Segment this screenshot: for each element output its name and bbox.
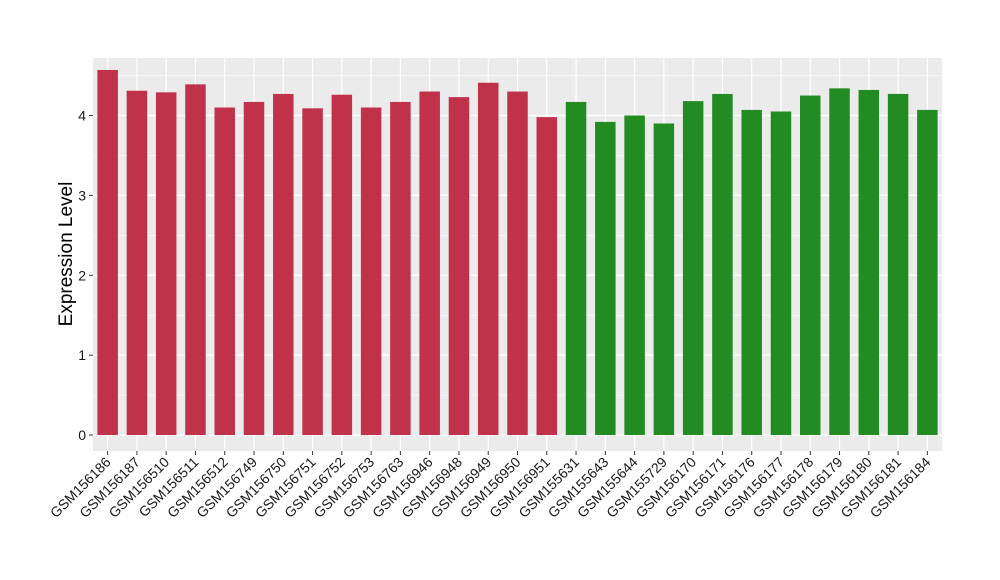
bar-GSM156950 [507, 91, 528, 436]
bars [97, 69, 938, 436]
bar-GSM156180 [858, 89, 880, 436]
bar-GSM156511 [185, 84, 206, 436]
bar-GSM156749 [243, 101, 265, 436]
bar-GSM156510 [155, 92, 177, 436]
bar-GSM156948 [448, 97, 470, 436]
bar-GSM156176 [741, 109, 762, 436]
bar-GSM156178 [800, 95, 821, 436]
bar-GSM156751 [302, 108, 323, 436]
bar-GSM156181 [887, 93, 909, 436]
bar-GSM156951 [536, 117, 558, 436]
y-axis-title: Expression Level [56, 182, 77, 327]
y-tick-label: 3 [78, 187, 86, 203]
bar-GSM156763 [390, 101, 411, 436]
bar-GSM155631 [565, 101, 587, 436]
bar-GSM155643 [595, 121, 616, 436]
y-tick-label: 2 [78, 267, 86, 283]
y-tick-label: 1 [78, 347, 86, 363]
bar-GSM156512 [214, 107, 235, 436]
bar-GSM156753 [360, 107, 382, 436]
bar-GSM156949 [477, 82, 499, 436]
bar-GSM156186 [97, 69, 118, 436]
bar-GSM156184 [917, 109, 938, 436]
bar-GSM156946 [419, 91, 440, 436]
bar-GSM156179 [829, 88, 850, 436]
bar-GSM155729 [653, 123, 675, 436]
bar-GSM155644 [624, 115, 645, 436]
bar-GSM156752 [331, 94, 353, 436]
bar-GSM156177 [770, 111, 792, 436]
bar-GSM156187 [126, 90, 148, 436]
bar-GSM156170 [682, 101, 704, 436]
y-axis-ticks: 0 1 2 3 4 [78, 108, 93, 443]
bar-GSM156171 [712, 93, 733, 436]
x-axis-ticks: GSM156186GSM156187GSM156510GSM156511GSM1… [47, 451, 934, 521]
bar-GSM156750 [273, 93, 294, 436]
y-tick-label: 4 [78, 108, 86, 124]
y-tick-label: 0 [78, 427, 86, 443]
